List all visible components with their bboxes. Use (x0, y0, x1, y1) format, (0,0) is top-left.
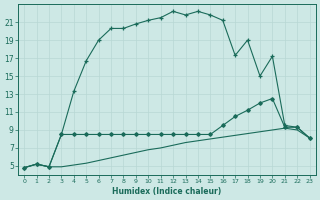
X-axis label: Humidex (Indice chaleur): Humidex (Indice chaleur) (112, 187, 221, 196)
